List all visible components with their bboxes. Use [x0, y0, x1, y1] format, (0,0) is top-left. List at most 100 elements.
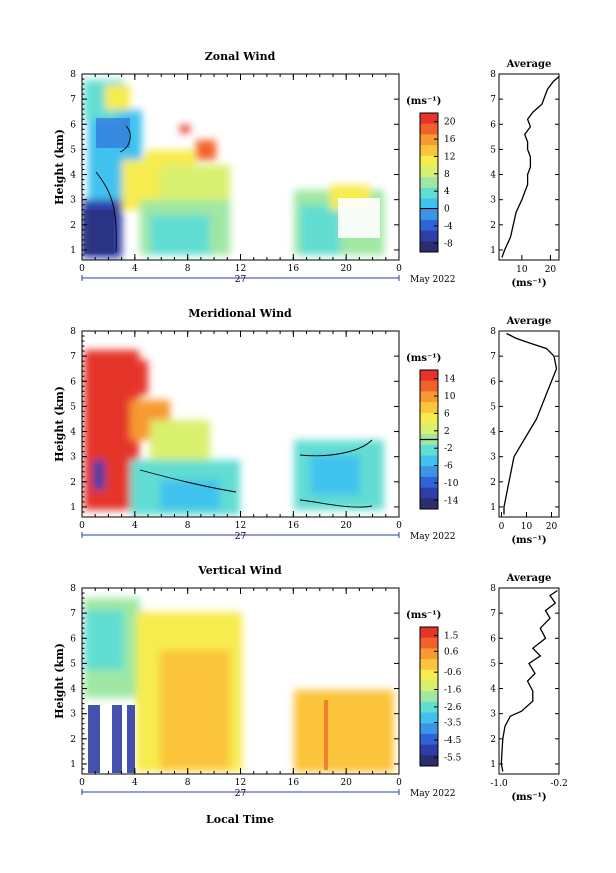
colorbar-label: -4.5 — [444, 736, 462, 746]
average-x-label: (ms⁻¹) — [511, 535, 546, 546]
x-tick-label: 20 — [340, 521, 352, 531]
colorbar-segment — [420, 648, 438, 660]
x-tick-label: 4 — [132, 521, 138, 531]
colorbar-label: 8 — [444, 170, 450, 180]
colorbar-segment — [420, 487, 438, 499]
colorbar-segment — [420, 380, 438, 392]
colorbar-frame — [419, 626, 439, 767]
colorbar-segment — [420, 744, 438, 756]
zero-contour — [139, 439, 373, 508]
colorbar-segment — [420, 476, 438, 489]
average-y-tick-label: 5 — [490, 145, 496, 155]
average-y-tick-label: 6 — [490, 377, 496, 387]
x-tick-label: 20 — [340, 778, 352, 788]
colorbar-label: 2 — [444, 427, 450, 437]
y-tick-label: 4 — [70, 171, 76, 181]
colorbar-segment — [420, 669, 438, 681]
colorbar-segment — [420, 423, 438, 435]
average-title: Average — [506, 59, 552, 70]
date-label: 27 — [235, 275, 247, 285]
average-x-tick-label: 20 — [546, 522, 558, 532]
colorbar-label: -14 — [444, 496, 459, 506]
average-y-tick-label: 6 — [490, 634, 496, 644]
average-y-tick-label: 2 — [490, 478, 496, 488]
y-tick-label: 7 — [70, 609, 76, 619]
zonal-wind-panel: Zonal Wind — [53, 50, 560, 289]
average-y-tick-label: 6 — [490, 120, 496, 130]
y-tick-label: 5 — [70, 659, 76, 669]
y-tick-label: 3 — [70, 196, 76, 206]
colorbar-segment — [420, 370, 438, 382]
colorbar-label: -8 — [444, 239, 453, 249]
average-y-tick-label: 8 — [490, 584, 496, 594]
colorbar-label: 12 — [444, 152, 455, 162]
average-x-tick-label: 0 — [499, 522, 505, 532]
colorbar-label: 6 — [444, 409, 450, 419]
average-y-tick-label: 7 — [490, 352, 496, 362]
colorbar-label: 20 — [444, 118, 456, 128]
colorbar-segment — [420, 402, 438, 414]
colorbar-segment — [420, 755, 438, 767]
colorbar-segment — [420, 712, 438, 724]
average-profile-line — [503, 332, 558, 515]
colorbar-segment — [420, 187, 438, 200]
heatmap-field — [84, 598, 394, 773]
colorbar-label: -0.6 — [444, 668, 462, 678]
colorbar-segment — [420, 455, 438, 467]
colorbar-label: 16 — [444, 135, 456, 145]
average-y-tick-label: 7 — [490, 95, 496, 105]
average-y-tick-label: 3 — [490, 196, 496, 206]
colorbar-segment — [420, 166, 438, 178]
colorbar-segment — [420, 155, 438, 167]
colorbar-segment — [420, 145, 438, 157]
y-axis-label: Height (km) — [53, 129, 66, 205]
date-suffix: May 2022 — [410, 275, 455, 285]
date-suffix: May 2022 — [410, 532, 455, 542]
y-tick-label: 8 — [70, 584, 76, 594]
x-tick-label: 0 — [79, 264, 85, 274]
average-y-tick-label: 5 — [490, 659, 496, 669]
y-tick-label: 6 — [70, 120, 76, 130]
x-tick-label: 0 — [396, 778, 402, 788]
colorbar-segment — [420, 733, 438, 746]
zero-contour — [95, 125, 131, 253]
panel-title: Zonal Wind — [205, 50, 276, 63]
colorbar-segment — [420, 723, 438, 735]
y-axis-label: Height (km) — [53, 643, 66, 719]
average-profile-line — [500, 589, 558, 772]
date-suffix: May 2022 — [410, 789, 455, 799]
colorbar-label: 0.6 — [444, 647, 459, 657]
average-y-tick-label: 5 — [490, 402, 496, 412]
average-y-tick-label: 1 — [490, 503, 496, 513]
colorbar-segment — [420, 113, 438, 125]
average-y-tick-label: 1 — [490, 246, 496, 256]
average-y-tick-label: 8 — [490, 327, 496, 337]
colorbar-segment — [420, 691, 438, 703]
average-x-tick-label: -1.0 — [490, 779, 508, 789]
colorbar-label: 1.5 — [444, 632, 459, 642]
x-tick-label: 0 — [396, 264, 402, 274]
average-y-tick-label: 4 — [490, 171, 496, 181]
date-label: 27 — [235, 532, 247, 542]
x-tick-label: 4 — [132, 264, 138, 274]
date-label: 27 — [235, 789, 247, 799]
colorbar-segment — [420, 701, 438, 714]
average-x-tick-label: 10 — [516, 265, 528, 275]
y-axis-label: Height (km) — [53, 386, 66, 462]
x-tick-label: 0 — [396, 521, 402, 531]
x-tick-label: 12 — [235, 521, 246, 531]
average-y-tick-label: 7 — [490, 609, 496, 619]
colorbar-segment — [420, 412, 438, 424]
average-x-label: (ms⁻¹) — [511, 792, 546, 803]
y-tick-label: 8 — [70, 70, 76, 80]
colorbar-segment — [420, 198, 438, 210]
y-tick-label: 7 — [70, 95, 76, 105]
y-tick-label: 3 — [70, 453, 76, 463]
y-tick-label: 8 — [70, 327, 76, 337]
average-y-tick-label: 2 — [490, 735, 496, 745]
colorbar-frame — [419, 112, 439, 253]
colorbar-label: -3.5 — [444, 719, 462, 729]
